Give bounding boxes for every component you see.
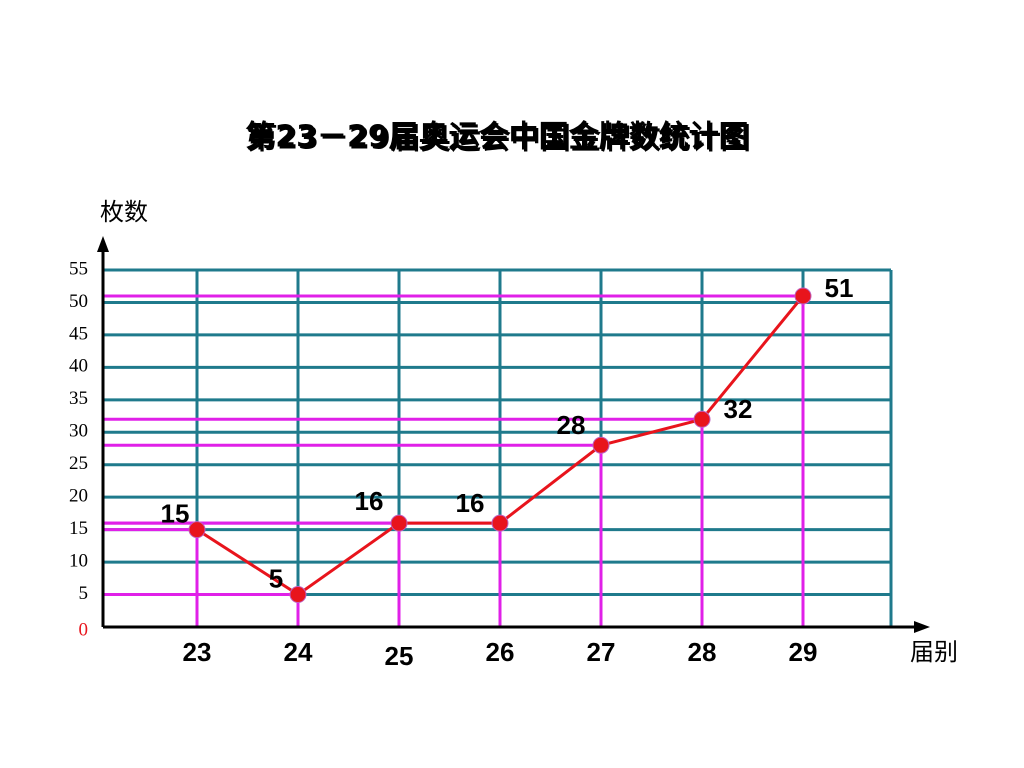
- data-label: 5: [269, 563, 283, 593]
- data-label: 15: [161, 499, 190, 529]
- y-tick-label: 25: [69, 453, 88, 474]
- x-tick-label: 24: [284, 637, 313, 667]
- y-tick-label: 5: [79, 583, 89, 604]
- y-axis-label: 枚数: [100, 198, 148, 226]
- x-tick-label: 28: [688, 637, 717, 667]
- point: [592, 436, 610, 454]
- point: [390, 514, 408, 532]
- y-tick-label: 35: [69, 388, 88, 409]
- y-tick-label: 10: [69, 550, 88, 571]
- point: [188, 521, 206, 539]
- data-label: 16: [355, 486, 384, 516]
- grid: [103, 268, 893, 627]
- data-label: 16: [456, 488, 485, 518]
- drop-lines: [103, 294, 805, 627]
- x-tick-label: 26: [486, 637, 515, 667]
- y-tick-label: 30: [69, 421, 88, 442]
- x-axis-arrow: [914, 621, 930, 633]
- y-tick-label: 0: [79, 619, 89, 640]
- point: [289, 586, 307, 604]
- y-axis-arrow: [97, 236, 109, 252]
- x-tick-label: 25: [385, 641, 414, 671]
- data-label: 32: [724, 394, 753, 424]
- y-tick-label: 15: [69, 518, 88, 539]
- x-tick-label: 27: [587, 637, 616, 667]
- series: 15 5 16 16 28 32 51: [161, 273, 854, 604]
- data-label: 28: [557, 410, 586, 440]
- x-tick-label: 29: [789, 637, 818, 667]
- point: [491, 514, 509, 532]
- x-axis-label: 届别: [910, 638, 958, 666]
- chart-title: 第23－29届奥运会中国金牌数统计图: [245, 120, 749, 155]
- data-label: 51: [825, 273, 854, 303]
- chart-title-shadow: 第23－29届奥运会中国金牌数统计图: [247, 122, 751, 157]
- point: [693, 410, 711, 428]
- y-tick-label: 55: [69, 258, 88, 279]
- y-tick-label: 20: [69, 486, 88, 507]
- y-tick-label: 50: [69, 291, 88, 312]
- point: [794, 287, 812, 305]
- x-tick-label: 23: [183, 637, 212, 667]
- y-tick-label: 40: [69, 356, 88, 377]
- y-tick-label: 45: [69, 323, 88, 344]
